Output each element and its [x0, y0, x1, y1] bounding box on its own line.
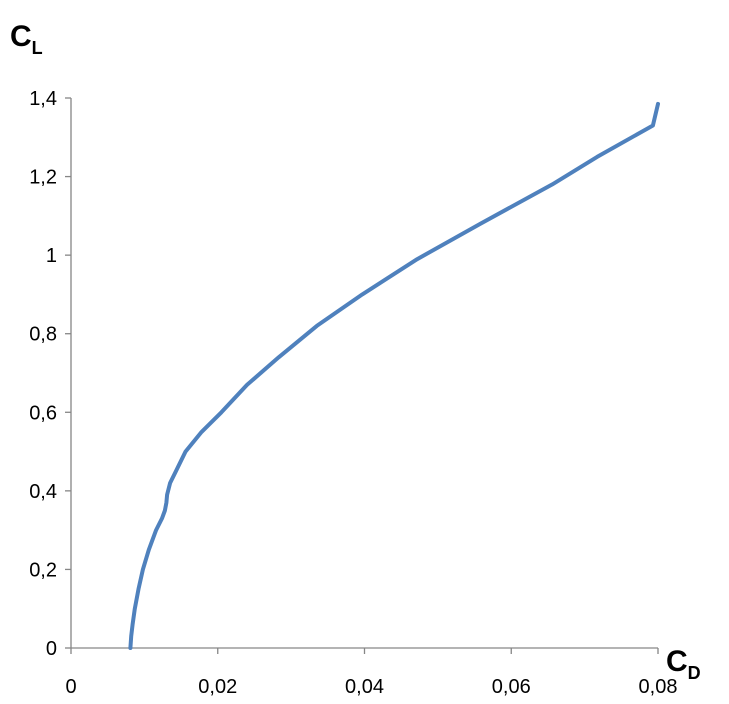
- y-tick-label: 0,8: [29, 324, 57, 346]
- tick-marks: [65, 97, 659, 654]
- y-tick-label: 1,4: [29, 88, 57, 110]
- x-tick-label: 0,04: [345, 676, 384, 698]
- x-axis-label-sub: D: [688, 663, 701, 683]
- tick-labels: 0 0,2 0,4 0,6 0,8 1 1,2 1,4 0 0,02 0,04 0,06 0,08: [29, 88, 677, 698]
- y-tick-label: 0,4: [29, 481, 57, 503]
- y-axis-label-sub: L: [32, 38, 43, 58]
- x-axis-label-main: C: [666, 645, 688, 678]
- x-tick-label: 0: [65, 676, 76, 698]
- x-tick-label: 0,08: [639, 676, 678, 698]
- y-axis-label: CL: [10, 20, 43, 58]
- y-axis-label-main: C: [10, 20, 32, 53]
- axes: [70, 98, 658, 649]
- series-line: [128, 101, 660, 650]
- y-tick-label: 0: [46, 638, 57, 660]
- x-axis-label: CD: [666, 645, 701, 683]
- y-tick-label: 0,2: [29, 559, 57, 581]
- x-tick-label: 0,02: [198, 676, 237, 698]
- y-tick-label: 1,2: [29, 167, 57, 189]
- y-tick-label: 0,6: [29, 402, 57, 424]
- x-tick-label: 0,06: [492, 676, 531, 698]
- y-tick-label: 1: [46, 245, 57, 267]
